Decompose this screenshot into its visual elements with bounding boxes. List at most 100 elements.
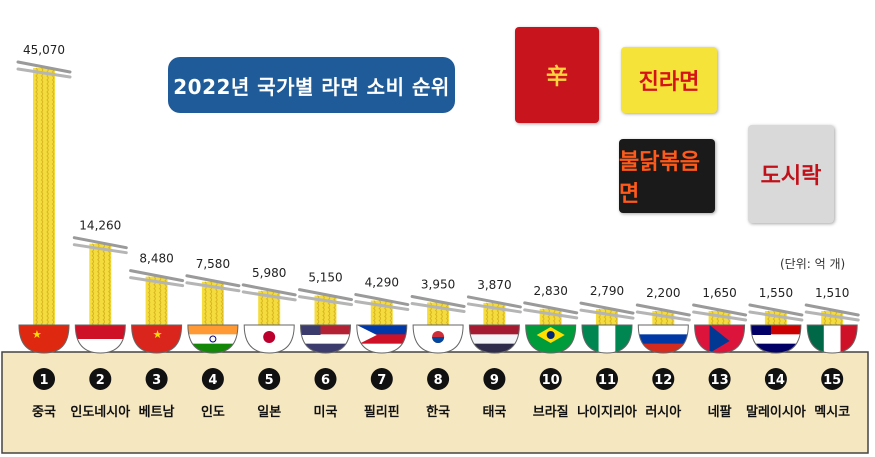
noodle-bar	[258, 290, 281, 325]
noodle-strand	[434, 302, 438, 327]
bar-korea: 3,950 8 한국	[410, 277, 466, 420]
noodle-bar	[201, 281, 224, 325]
noodle-strand	[665, 310, 669, 328]
noodle-strand	[204, 281, 207, 327]
bowl-outline	[187, 324, 239, 354]
chopstick	[241, 283, 297, 297]
noodle-bar	[596, 309, 618, 325]
noodle-strand	[839, 310, 843, 328]
bar-china: 45,070 ★ 1 중국	[16, 43, 72, 420]
country-label: 브라질	[533, 404, 569, 420]
value-label: 8,480	[139, 252, 173, 266]
korea-flag-icon	[413, 325, 464, 353]
nepal-flag-icon	[694, 325, 745, 353]
noodle-strand	[552, 308, 556, 330]
noodle-strand	[541, 308, 545, 330]
rank-circle	[314, 368, 337, 390]
noodle-strand	[609, 308, 612, 326]
chopstick	[692, 303, 748, 317]
bar-malaysia: 1,550 14 말레이시아	[746, 286, 806, 420]
noodle-strand	[378, 300, 382, 329]
bowl-outline	[468, 324, 520, 354]
noodle-strand	[778, 310, 781, 328]
bowl-outline	[243, 324, 295, 354]
noodle-strand	[716, 310, 719, 328]
value-label: 3,870	[477, 278, 511, 292]
chopstick	[692, 310, 748, 322]
rank-number: 9	[490, 373, 499, 388]
usa-flag-icon	[300, 325, 351, 353]
country-label: 미국	[314, 404, 338, 420]
buldak-package: 불닭볶음면	[619, 139, 715, 213]
chopstick	[466, 295, 522, 309]
vietnam-flag-icon: ★	[131, 325, 182, 353]
china-flag-icon: ★	[19, 325, 69, 353]
dosirak-package: 도시락	[748, 125, 834, 223]
rank-circle	[370, 368, 393, 390]
noodle-strand	[108, 243, 111, 329]
bar-indonesia: 14,260 2 인도네시아	[70, 219, 130, 420]
noodle-strand	[153, 276, 156, 330]
rank-circle	[427, 368, 450, 390]
chopstick	[748, 310, 804, 322]
rank-number: 10	[542, 373, 560, 388]
package-label: 진라면	[638, 70, 700, 95]
svg-text:★: ★	[153, 328, 163, 341]
noodle-strand	[333, 295, 336, 329]
country-label: 중국	[32, 405, 56, 420]
noodle-strand	[147, 276, 151, 330]
noodle-strand	[46, 67, 49, 329]
noodle-strand	[721, 310, 725, 328]
package-label: 불닭볶음면	[619, 150, 700, 207]
bowl-outline	[694, 324, 746, 354]
bar-india: 7,580 4 인도	[185, 257, 241, 420]
noodle-bar	[652, 311, 675, 325]
bar-nepal: 1,650 13 네팔	[692, 286, 748, 420]
chopstick	[185, 281, 241, 293]
value-label: 4,290	[365, 276, 399, 290]
mexico-flag-icon	[807, 325, 858, 353]
chart-title: 2022년 국가별 라면 소비 순위	[168, 57, 455, 113]
value-label: 2,200	[646, 286, 680, 300]
chopstick	[16, 67, 72, 79]
noodle-strand	[276, 290, 280, 328]
noodle-strand	[215, 281, 218, 327]
thailand-flag-icon	[469, 325, 520, 353]
rank-circle	[89, 368, 112, 390]
brazil-flag-icon	[525, 325, 576, 353]
noodle-strand	[772, 310, 776, 328]
noodle-strand	[598, 308, 601, 326]
noodle-bar	[427, 302, 450, 325]
chopstick	[72, 243, 128, 255]
rank-circle	[708, 368, 731, 390]
noodle-bar	[821, 311, 844, 325]
value-label: 1,650	[702, 286, 736, 300]
noodle-bar	[314, 295, 337, 325]
rank-number: 7	[377, 373, 386, 388]
noodle-strand	[828, 310, 832, 328]
rank-circle	[821, 368, 844, 390]
rank-circle	[652, 368, 675, 390]
noodle-strand	[710, 310, 714, 328]
noodle-strand	[727, 310, 730, 328]
noodle-strand	[440, 302, 443, 327]
bowl-outline	[356, 324, 408, 354]
country-label: 태국	[482, 405, 506, 420]
country-label: 한국	[426, 404, 450, 420]
bar-nigeria: 2,790 11 나이지리아	[577, 284, 637, 420]
base-platform	[1, 351, 869, 454]
value-label: 1,550	[759, 286, 793, 300]
noodle-bar	[539, 308, 562, 325]
country-label: 러시아	[645, 404, 681, 420]
noodle-strand	[97, 243, 100, 329]
noodle-strand	[558, 308, 561, 330]
jin-ramen-package: 진라면	[621, 47, 717, 113]
noodle-bar	[370, 300, 393, 325]
country-label: 말레이시아	[746, 404, 806, 420]
value-label: 45,070	[23, 43, 65, 57]
noodle-bar	[483, 302, 506, 325]
bar-japan: 5,980 5 일본	[241, 266, 297, 420]
noodle-strand	[209, 281, 213, 327]
value-label: 1,510	[815, 286, 849, 300]
